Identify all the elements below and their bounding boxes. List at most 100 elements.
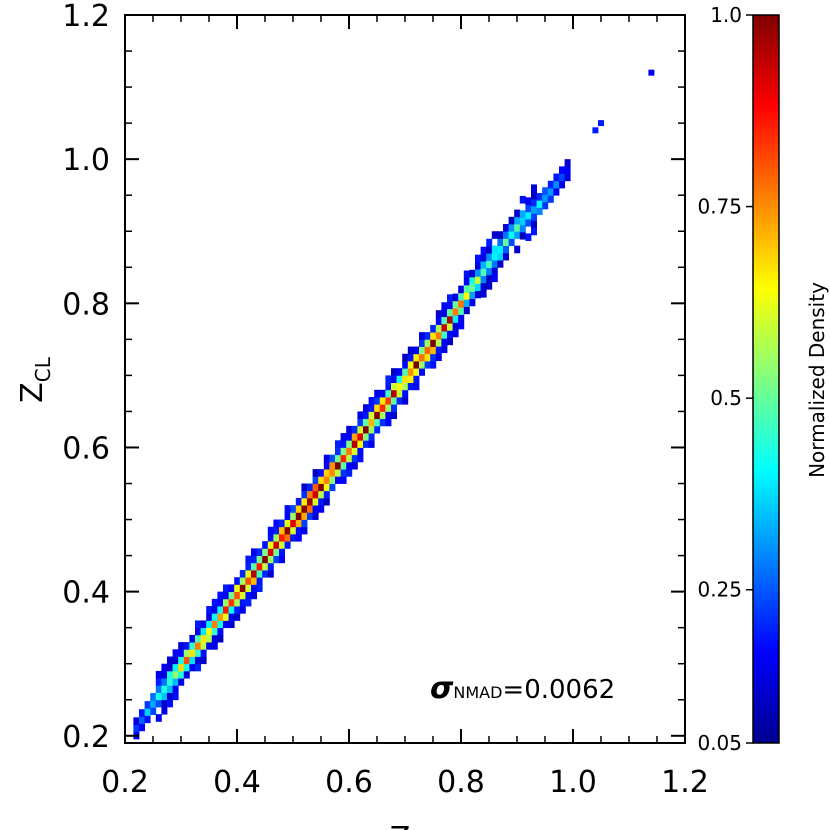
- heatmap-cell: [346, 433, 353, 441]
- heatmap-cell: [183, 670, 190, 679]
- heatmap-cell: [295, 512, 302, 520]
- heatmap-cell: [301, 505, 308, 513]
- heatmap-cell: [531, 227, 537, 236]
- heatmap-cell: [503, 245, 509, 254]
- heatmap-cell: [368, 433, 375, 441]
- heatmap-cell: [486, 274, 493, 283]
- heatmap-cell: [150, 692, 157, 701]
- heatmap-cell: [368, 397, 375, 405]
- heatmap-cell: [531, 206, 537, 214]
- heatmap-cell: [402, 360, 409, 369]
- heatmap-cell: [553, 187, 560, 196]
- heatmap-cell: [553, 173, 560, 182]
- heatmap-cell: [547, 187, 554, 196]
- heatmap-cell: [290, 512, 297, 520]
- heatmap-cell: [172, 685, 179, 693]
- heatmap-cell: [234, 584, 241, 593]
- heatmap-cell: [211, 620, 218, 629]
- heatmap-cell: [413, 353, 420, 362]
- heatmap-cell: [391, 404, 397, 412]
- heatmap-cell: [301, 483, 308, 492]
- x-axis-label: Z: [390, 821, 411, 830]
- heatmap-cell: [391, 411, 397, 420]
- heatmap-cell: [172, 656, 179, 665]
- heatmap-cell: [396, 397, 403, 405]
- heatmap-cell: [340, 461, 347, 470]
- heatmap-cell: [497, 252, 504, 261]
- heatmap-cell: [323, 476, 330, 484]
- x-tick-label: 1.0: [549, 765, 597, 800]
- heatmap-cell: [486, 267, 493, 276]
- heatmap-cell: [195, 620, 201, 629]
- heatmap-cell: [368, 411, 375, 420]
- heatmap-cell: [262, 570, 269, 578]
- heatmap-cell: [430, 360, 437, 369]
- heatmap-cell: [491, 231, 498, 239]
- heatmap-cell: [363, 433, 369, 441]
- heatmap-cell: [441, 302, 448, 310]
- heatmap-cell: [200, 656, 207, 665]
- heatmap-cell: [161, 699, 168, 708]
- heatmap-cell: [447, 330, 453, 338]
- heatmap-cell: [351, 425, 358, 434]
- heatmap-cell: [447, 315, 453, 324]
- heatmap-cell: [475, 269, 481, 277]
- heatmap-cell: [497, 260, 504, 268]
- heatmap-cell: [217, 620, 224, 629]
- heatmap-cell: [407, 382, 414, 391]
- heatmap-cell: [525, 211, 532, 220]
- heatmap-cell: [340, 440, 347, 448]
- heatmap-cell: [161, 678, 168, 686]
- heatmap-cell: [301, 497, 308, 506]
- heatmap-cell: [301, 519, 308, 528]
- heatmap-cell: [379, 389, 386, 398]
- heatmap-cell: [301, 512, 308, 520]
- heatmap-cell: [251, 591, 257, 600]
- heatmap-cell: [396, 375, 403, 384]
- heatmap-cell: [245, 598, 252, 607]
- heatmap-cell: [402, 353, 409, 362]
- heatmap-cell: [312, 512, 319, 520]
- heatmap-cell: [189, 634, 196, 643]
- heatmap-cell: [346, 447, 353, 456]
- heatmap-cell: [200, 634, 207, 643]
- heatmap-cell: [491, 260, 498, 268]
- heatmap-cell: [155, 670, 162, 679]
- heatmap-cell: [525, 204, 532, 213]
- y-tick-label: 0.6: [62, 431, 110, 466]
- heatmap-cell: [144, 701, 151, 709]
- heatmap-cell: [217, 634, 224, 643]
- heatmap-cell: [284, 512, 291, 520]
- heatmap-cell: [469, 277, 476, 285]
- heatmap-cell: [239, 577, 246, 585]
- x-tick-label: 1.2: [661, 765, 709, 800]
- heatmap-cell: [211, 627, 218, 636]
- heatmap-cell: [290, 526, 297, 535]
- heatmap-cell: [284, 533, 291, 542]
- heatmap-cell: [503, 224, 509, 232]
- heatmap-cell: [256, 584, 263, 593]
- heatmap-cell: [206, 606, 213, 614]
- heatmap-cell: [223, 613, 229, 621]
- heatmap-cell: [256, 577, 263, 585]
- heatmap-cell: [385, 411, 392, 420]
- heatmap-cell: [458, 285, 465, 294]
- heatmap-cell: [144, 715, 151, 724]
- heatmap-cell: [161, 663, 168, 672]
- heatmap-cell: [402, 382, 409, 391]
- heatmap-cell: [228, 613, 235, 621]
- heatmap-cell: [267, 562, 274, 571]
- heatmap-cell: [267, 548, 274, 556]
- heatmap-cell: [295, 519, 302, 528]
- heatmap-cell: [279, 548, 285, 556]
- heatmap-cell: [363, 404, 369, 412]
- heatmap-cell: [290, 533, 297, 542]
- heatmap-cell: [183, 656, 190, 665]
- heatmap-cell: [178, 642, 185, 650]
- heatmap-cell: [402, 397, 409, 405]
- heatmap-cell: [514, 216, 521, 225]
- heatmap-cell: [155, 685, 162, 693]
- heatmap-cell: [340, 447, 347, 456]
- heatmap-cell: [463, 284, 470, 293]
- heatmap-cell: [228, 598, 235, 607]
